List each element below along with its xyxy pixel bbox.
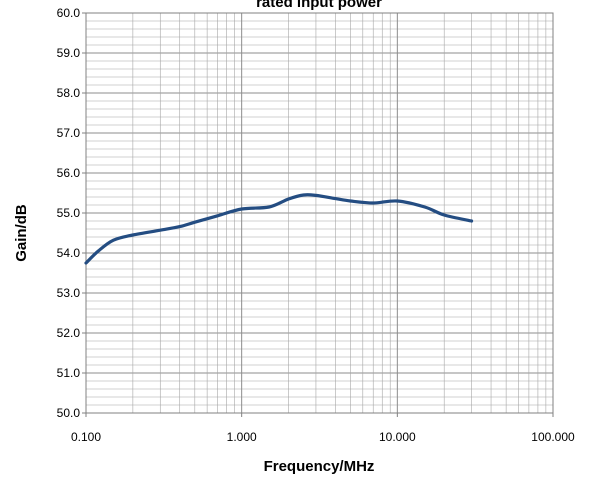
y-tick-label: 50.0 <box>57 406 81 420</box>
y-axis-title: Gain/dB <box>13 204 30 262</box>
grid <box>85 12 554 414</box>
y-tick-label: 54.0 <box>57 246 81 260</box>
y-tick-label: 56.0 <box>57 166 81 180</box>
x-tick-label: 1.000 <box>227 430 257 444</box>
x-tick-label: 10.000 <box>379 430 416 444</box>
x-axis-ticks: 0.100 1.000 10.000 100.000 <box>71 413 575 444</box>
chart-title: rated input power <box>256 0 382 11</box>
y-tick-label: 59.0 <box>57 46 81 60</box>
series-line <box>84 193 474 265</box>
x-tick-label: 0.100 <box>71 430 101 444</box>
y-tick-label: 51.0 <box>57 366 81 380</box>
x-axis-title: Frequency/MHz <box>264 458 375 475</box>
y-tick-label: 60.0 <box>57 6 81 20</box>
y-tick-label: 53.0 <box>57 286 81 300</box>
y-axis-ticks: 50.0 51.0 52.0 53.0 54.0 55.0 56.0 57.0 58.0 59.0… <box>57 6 86 420</box>
y-tick-label: 58.0 <box>57 86 81 100</box>
y-tick-label: 57.0 <box>57 126 81 140</box>
y-tick-label: 52.0 <box>57 326 81 340</box>
y-tick-label: 55.0 <box>57 206 81 220</box>
x-tick-label: 100.000 <box>531 430 575 444</box>
